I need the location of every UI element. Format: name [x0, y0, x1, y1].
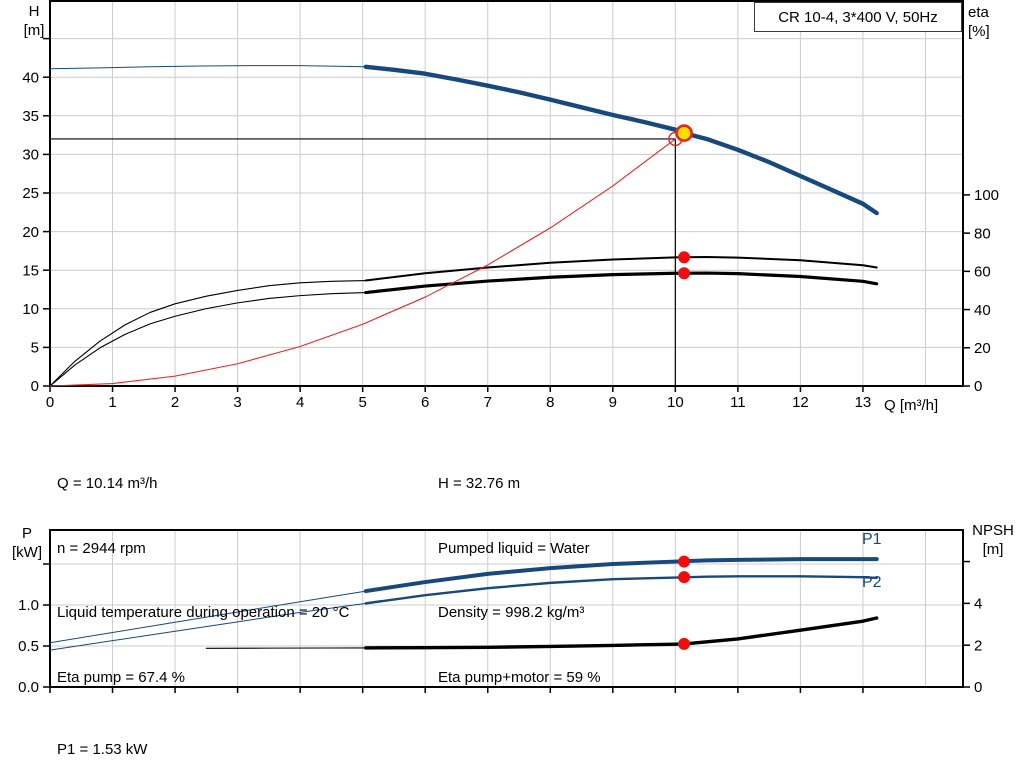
operating-point: [675, 124, 693, 142]
svg-text:15: 15: [22, 262, 39, 279]
svg-text:10: 10: [22, 301, 39, 318]
svg-text:0.0: 0.0: [18, 679, 39, 696]
eta-pump-motor-curve-thin: [49, 292, 367, 387]
flow-axis-label: Q [m³/h]: [884, 397, 939, 414]
eta-pump-curve-thin: [49, 279, 367, 387]
axis-ticks: 0.0 0.5 1.0 0 2 4: [18, 560, 982, 696]
annotation-head: H = 32.76 m: [438, 475, 521, 492]
svg-text:0.5: 0.5: [18, 638, 39, 655]
annotation-p1: P1 = 1.53 kW: [57, 741, 148, 758]
svg-text:3: 3: [233, 394, 241, 411]
svg-text:0: 0: [974, 679, 982, 696]
annotation-flow: Q = 10.14 m³/h: [57, 475, 158, 492]
npsh-curve: [364, 616, 879, 650]
svg-text:13: 13: [855, 394, 872, 411]
power-annotations: P1 = 1.53 kW P2 = 1.34 kW NPSH = 2.06 m: [57, 696, 162, 781]
svg-text:20: 20: [974, 340, 991, 357]
svg-text:35: 35: [22, 108, 39, 125]
svg-text:100: 100: [974, 187, 999, 204]
power-npsh-chart: 0.0 0.5 1.0 0 2 4: [18, 529, 982, 696]
svg-text:5: 5: [31, 340, 39, 357]
pump-title-box: CR 10-4, 3*400 V, 50Hz: [754, 2, 962, 32]
svg-text:7: 7: [484, 394, 492, 411]
svg-text:0: 0: [46, 394, 54, 411]
svg-text:60: 60: [974, 264, 991, 281]
svg-text:20: 20: [22, 224, 39, 241]
eta-pump-motor-point: [678, 267, 691, 280]
eta-pump-point: [678, 251, 691, 264]
svg-text:10: 10: [667, 394, 684, 411]
annotation-density: Density = 998.2 kg/m³: [438, 604, 585, 621]
svg-text:25: 25: [22, 185, 39, 202]
p1-point: [678, 555, 691, 568]
duty-annotations-right: H = 32.76 m Pumped liquid = Water Densit…: [438, 430, 601, 731]
annotation-eta-pump-motor: Eta pump+motor = 59 %: [438, 668, 601, 686]
p2-point: [678, 571, 691, 584]
svg-text:11: 11: [730, 394, 746, 411]
svg-text:0: 0: [974, 378, 982, 395]
svg-text:8: 8: [546, 394, 554, 411]
svg-text:9: 9: [609, 394, 617, 411]
svg-text:2: 2: [974, 637, 982, 654]
annotation-pumped-liquid: Pumped liquid = Water: [438, 539, 590, 557]
npsh-point: [678, 637, 691, 650]
svg-text:80: 80: [974, 225, 991, 242]
gridlines: [50, 1, 963, 386]
power-axis-label: P [kW]: [12, 525, 42, 561]
p2-curve: [364, 575, 878, 605]
head-curve-thin: [49, 65, 367, 70]
head-axis-label: H [m]: [23, 3, 45, 39]
p1-series-label: P1: [862, 531, 882, 548]
svg-text:30: 30: [22, 147, 39, 164]
svg-text:40: 40: [22, 69, 39, 86]
system-curve: [49, 138, 676, 387]
p2-curve-thin: [49, 602, 367, 651]
p1-curve-thin: [49, 590, 367, 644]
svg-text:2: 2: [171, 394, 179, 411]
svg-text:5: 5: [358, 394, 366, 411]
svg-text:1: 1: [108, 394, 116, 411]
svg-text:4: 4: [974, 596, 982, 613]
annotation-speed: n = 2944 rpm: [57, 539, 146, 557]
duty-annotations-left: Q = 10.14 m³/h n = 2944 rpm Liquid tempe…: [57, 430, 349, 731]
svg-text:0: 0: [31, 378, 39, 395]
svg-text:40: 40: [974, 302, 991, 319]
svg-text:6: 6: [421, 394, 429, 411]
svg-text:12: 12: [792, 394, 809, 411]
p2-series-label: P2: [862, 574, 882, 591]
annotation-eta-pump: Eta pump = 67.4 %: [57, 668, 185, 686]
svg-text:1.0: 1.0: [18, 597, 39, 614]
annotation-liquid-temperature: Liquid temperature during operation = 20…: [57, 604, 350, 621]
npsh-axis-label: NPSH [m]: [972, 522, 1014, 558]
p1-curve: [363, 557, 879, 594]
head-curve: [363, 64, 879, 216]
svg-text:4: 4: [296, 394, 304, 411]
plot-frame: [49, 529, 964, 688]
eta-axis-label: eta [%]: [968, 4, 990, 40]
